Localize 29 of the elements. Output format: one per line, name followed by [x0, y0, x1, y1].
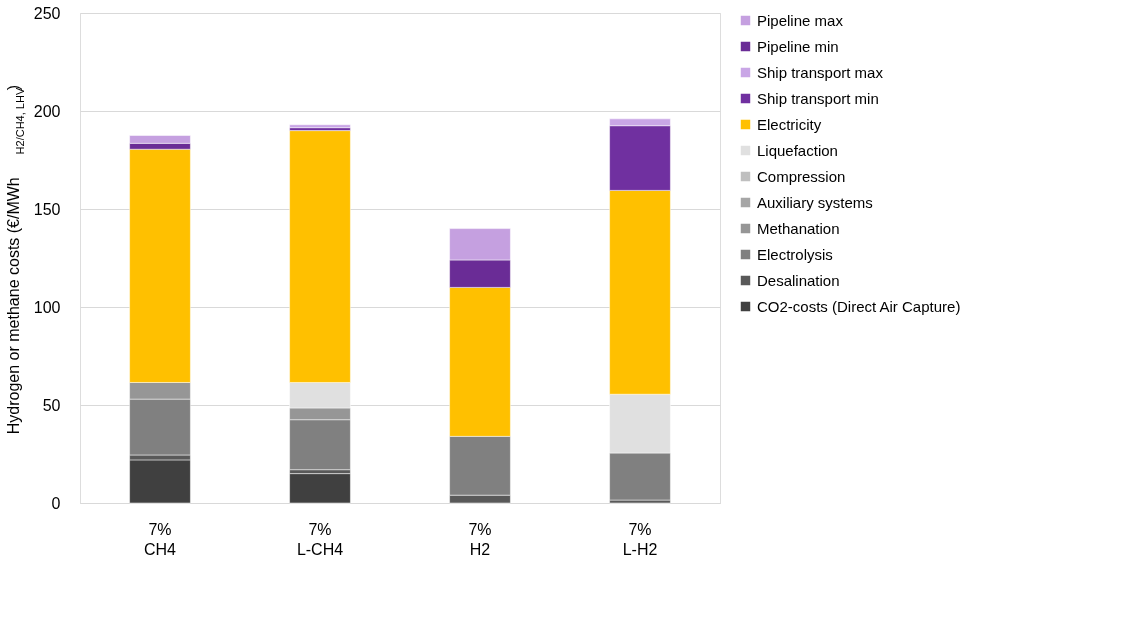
y-tick-label: 100	[33, 298, 61, 316]
legend-label: Compression	[757, 167, 846, 185]
legend-label: Methanation	[757, 219, 840, 237]
legend-label: Electricity	[757, 115, 822, 133]
legend-label: Pipeline min	[757, 37, 839, 55]
y-tick-label: 250	[33, 4, 61, 22]
y-tick-label: 200	[33, 102, 61, 120]
text: 7%	[148, 521, 172, 538]
legend-label: Electrolysis	[757, 245, 833, 263]
legend-label: Ship transport min	[757, 89, 879, 107]
legend-label: Liquefaction	[757, 141, 838, 159]
bar	[129, 459, 191, 504]
legend-label: CO2-costs (Direct Air Capture)	[757, 297, 961, 315]
text: 7%	[468, 521, 492, 538]
bar	[289, 473, 351, 504]
x-tick-label: H2	[469, 540, 491, 558]
legend-label: Ship transport max	[757, 63, 884, 81]
legend-label: Auxiliary systems	[757, 193, 873, 211]
text: 7%	[308, 521, 332, 538]
text: 7%	[628, 521, 652, 538]
x-tick-label: L-CH4	[296, 540, 344, 558]
x-tick-label: L-H2	[622, 540, 658, 558]
y-tick-label: 0	[51, 494, 61, 512]
legend-label: Desalination	[757, 271, 840, 289]
y-tick-label: 50	[42, 396, 61, 414]
x-tick-label: CH4	[143, 540, 177, 558]
text: Hydrogen or methane costs (€/MWh H2/CH4, LHV)	[5, 84, 26, 435]
legend-label: Pipeline max	[757, 11, 844, 29]
y-tick-label: 150	[33, 200, 61, 218]
